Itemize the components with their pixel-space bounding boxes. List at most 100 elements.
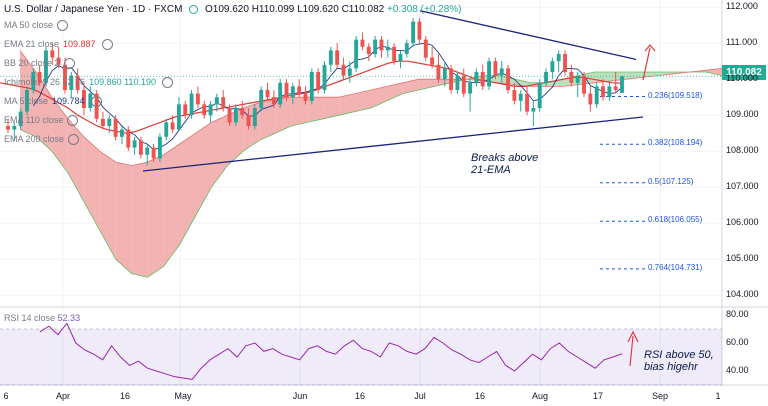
candle-body	[56, 57, 61, 65]
last-price-tag: 110.082	[722, 65, 766, 80]
fib-level-label: 0.236(109.518)	[648, 90, 703, 100]
visibility-eye-icon[interactable]	[101, 39, 113, 51]
candle-body	[309, 72, 314, 101]
fib-level-label: 0.618(106.055)	[648, 215, 703, 225]
indicator-value: 109.887	[63, 39, 96, 49]
candle-body	[214, 97, 219, 105]
candle-body	[176, 104, 181, 130]
time-axis-label: Jul	[414, 391, 426, 401]
indicator-legend-row[interactable]: EMA 21 close 109.887	[4, 39, 113, 51]
indicator-name: EMA 21 close	[4, 39, 60, 49]
candle-body	[101, 118, 105, 126]
time-axis-label: 16	[119, 391, 131, 401]
candle-body	[271, 97, 276, 105]
candle-body	[265, 90, 270, 98]
ichimoku-cloud-segment	[642, 72, 659, 78]
candle-body	[480, 72, 485, 87]
candle-body	[240, 108, 245, 116]
price-axis-label: 109.000	[726, 109, 759, 120]
ichimoku-cloud-segment	[323, 97, 340, 119]
candle-body	[233, 108, 238, 123]
ichimoku-cloud-segment	[706, 68, 722, 76]
candle-body	[113, 118, 118, 137]
visibility-eye-icon[interactable]	[68, 134, 80, 146]
rsi-header: RSI 14 close 52.33	[4, 313, 80, 323]
candle-body	[297, 86, 302, 94]
candle-body	[341, 64, 346, 76]
indicator-legend-row[interactable]: EMA 110 close	[4, 115, 79, 127]
time-axis-label: 16	[354, 391, 366, 401]
candle-body	[195, 93, 200, 105]
indicator-name: Ichimoku 9 26 52 26	[4, 77, 86, 87]
price-change: +0.308 (+0.28%)	[387, 4, 462, 15]
candle-body	[221, 97, 226, 108]
price-axis-label: 111.000	[726, 37, 758, 48]
candle-body	[107, 118, 112, 126]
candle-body	[468, 82, 473, 94]
indicator-name: EMA 200 close	[4, 134, 65, 144]
candle-body	[442, 68, 447, 80]
candle-body	[183, 104, 188, 116]
price-axis-label: 106.000	[726, 217, 759, 228]
indicator-name: BB 20 close 2	[4, 58, 60, 68]
candle-body	[594, 86, 599, 105]
indicator-legend-row[interactable]: BB 20 close 2	[4, 58, 75, 70]
ichimoku-cloud-segment	[355, 90, 371, 112]
rsi-axis-label: 80.00	[726, 309, 749, 319]
visibility-eye-icon[interactable]	[57, 20, 69, 32]
ichimoku-cloud-segment	[658, 72, 675, 76]
chart-header: U.S. Dollar / Japanese Yen · 1D · FXCM O…	[4, 4, 462, 15]
visibility-eye-icon[interactable]	[63, 58, 75, 70]
fib-level-label: 0.5(107.125)	[648, 176, 694, 186]
candle-body	[373, 39, 378, 54]
candle-body	[493, 61, 498, 76]
market-status-icon	[189, 4, 199, 14]
indicator-legend-row[interactable]: MA 50 close	[4, 20, 69, 32]
candle-body	[37, 72, 42, 83]
candle-body	[208, 104, 213, 116]
price-axis-label: 107.000	[726, 181, 759, 192]
candle-body	[379, 39, 384, 51]
candle-body	[487, 61, 492, 87]
candle-body	[170, 122, 175, 130]
candle-body	[328, 50, 333, 65]
rsi-arrow	[627, 330, 639, 367]
ichimoku-cloud-segment	[275, 97, 292, 134]
candle-body	[354, 39, 359, 69]
candle-body	[25, 90, 29, 112]
ichimoku-cloud-segment	[99, 151, 116, 260]
time-axis-label: Apr	[55, 391, 71, 401]
candle-body	[417, 21, 422, 40]
resistance-trendline	[419, 10, 637, 61]
candle-body	[347, 68, 352, 76]
price-axis-label: 110.000	[726, 73, 758, 84]
fib-level-label: 0.382(108.194)	[648, 138, 703, 148]
visibility-eye-icon[interactable]	[90, 96, 102, 108]
ichimoku-cloud-segment	[291, 97, 308, 126]
ichimoku-cloud-segment	[434, 79, 451, 87]
indicator-value: 109.784	[52, 96, 85, 106]
candle-body	[613, 86, 618, 90]
indicator-legend-row[interactable]: EMA 200 close	[4, 134, 80, 146]
candle-body	[404, 43, 409, 54]
visibility-eye-icon[interactable]	[67, 115, 79, 127]
candle-body	[145, 147, 150, 155]
price-axis-label: 104.000	[726, 289, 759, 300]
visibility-eye-icon[interactable]	[161, 77, 173, 89]
ichimoku-cloud-segment	[67, 118, 84, 202]
candle-body	[449, 68, 454, 90]
time-axis-label: 17	[592, 391, 604, 401]
ichimoku-cloud-segment	[51, 97, 68, 173]
candle-body	[151, 147, 156, 159]
candle-body	[12, 126, 17, 130]
indicator-name: MA 50 close	[4, 20, 54, 30]
indicator-legend-row[interactable]: Ichimoku 9 26 52 26 109.860 110.190	[4, 77, 173, 89]
candle-body	[506, 68, 511, 90]
candle-body	[398, 54, 403, 62]
candle-body	[563, 54, 567, 72]
indicator-legend-row[interactable]: MA 5 close 109.784	[4, 96, 102, 108]
ichimoku-cloud-segment	[402, 79, 419, 94]
ma5-line	[32, 42, 623, 151]
ichimoku-cloud-segment	[386, 82, 403, 101]
